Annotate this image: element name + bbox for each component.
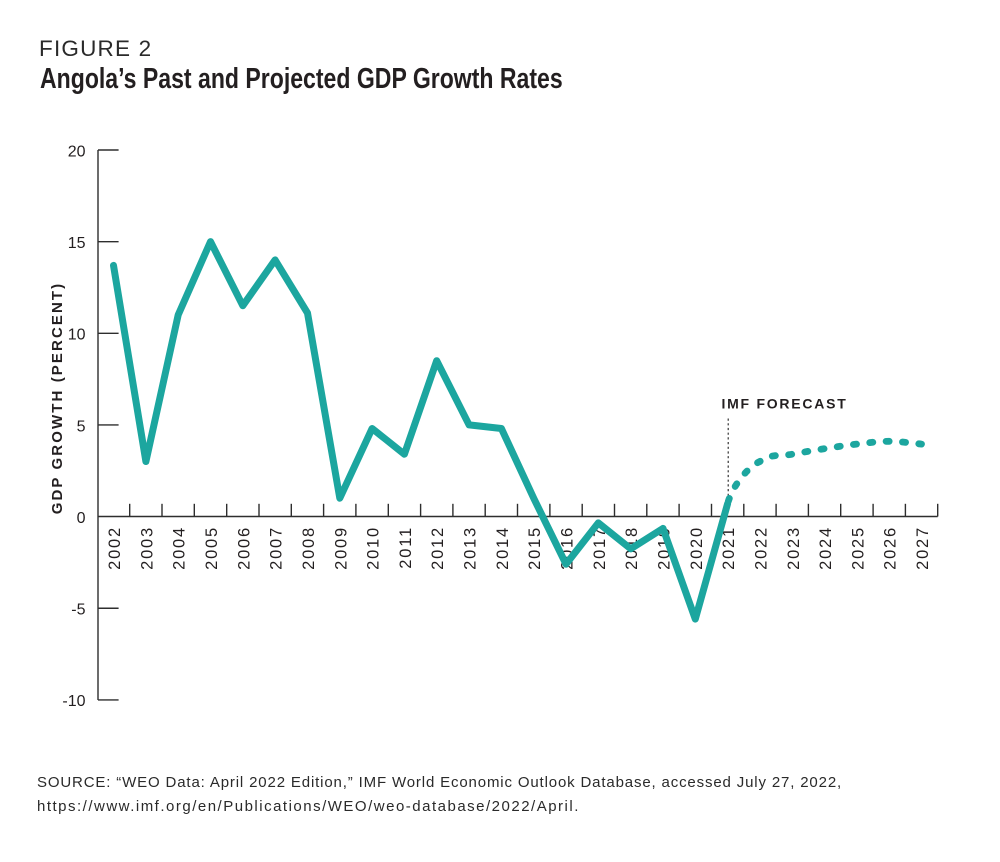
svg-text:2010: 2010 — [365, 526, 383, 570]
svg-text:2007: 2007 — [268, 526, 286, 570]
svg-text:2024: 2024 — [817, 526, 835, 570]
svg-text:-5: -5 — [71, 602, 85, 619]
svg-text:IMF FORECAST: IMF FORECAST — [722, 396, 848, 412]
svg-text:2015: 2015 — [526, 526, 544, 570]
svg-text:2025: 2025 — [849, 526, 867, 570]
svg-text:2012: 2012 — [429, 526, 447, 570]
svg-text:10: 10 — [68, 327, 86, 344]
svg-text:-10: -10 — [62, 693, 85, 710]
svg-text:2003: 2003 — [138, 526, 156, 570]
svg-text:2013: 2013 — [462, 526, 480, 570]
svg-text:2004: 2004 — [171, 526, 189, 570]
svg-text:2002: 2002 — [106, 526, 124, 570]
svg-text:2005: 2005 — [203, 526, 221, 570]
svg-text:2014: 2014 — [494, 526, 512, 570]
svg-text:2022: 2022 — [752, 526, 770, 570]
svg-text:2027: 2027 — [914, 526, 932, 570]
svg-text:2023: 2023 — [785, 526, 803, 570]
svg-text:2021: 2021 — [720, 526, 738, 570]
svg-text:2008: 2008 — [300, 526, 318, 570]
svg-text:0: 0 — [77, 510, 86, 527]
svg-text:2026: 2026 — [882, 526, 900, 570]
svg-text:20: 20 — [68, 143, 86, 160]
svg-text:2009: 2009 — [332, 526, 350, 570]
svg-text:2006: 2006 — [235, 526, 253, 570]
svg-text:5: 5 — [77, 418, 86, 435]
svg-text:GDP GROWTH (PERCENT): GDP GROWTH (PERCENT) — [49, 282, 66, 515]
svg-text:2017: 2017 — [591, 526, 609, 570]
svg-text:2011: 2011 — [397, 526, 415, 569]
svg-text:2020: 2020 — [688, 526, 706, 570]
svg-text:15: 15 — [68, 235, 86, 252]
